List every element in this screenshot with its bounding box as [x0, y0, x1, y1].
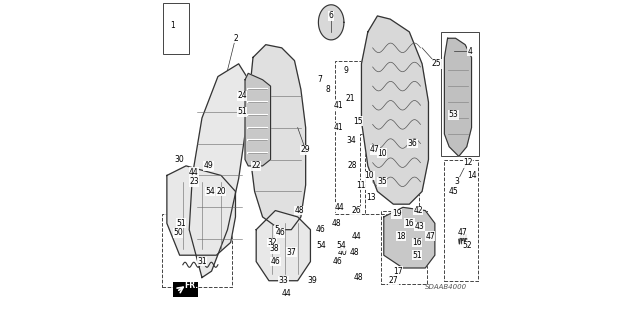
- Text: 51: 51: [237, 107, 246, 116]
- Bar: [162, 214, 232, 287]
- Text: 50: 50: [173, 228, 183, 237]
- Text: 48: 48: [294, 206, 304, 215]
- Text: 33: 33: [278, 276, 288, 285]
- Text: 5: 5: [275, 225, 280, 234]
- Text: 28: 28: [347, 161, 356, 170]
- Text: 35: 35: [378, 177, 387, 186]
- Bar: [441, 32, 479, 156]
- Text: 19: 19: [392, 209, 401, 218]
- Bar: [163, 3, 189, 54]
- Text: 44: 44: [352, 232, 362, 241]
- Text: 14: 14: [467, 171, 476, 180]
- Text: 10: 10: [378, 149, 387, 158]
- Text: 44: 44: [189, 168, 199, 177]
- Text: 45: 45: [449, 187, 459, 196]
- Text: 11: 11: [356, 181, 365, 189]
- Text: 48: 48: [332, 219, 342, 228]
- Text: 54: 54: [205, 187, 215, 196]
- Text: 29: 29: [301, 145, 310, 154]
- Text: 37: 37: [287, 248, 296, 256]
- Text: 16: 16: [413, 238, 422, 247]
- Polygon shape: [444, 38, 472, 156]
- Bar: [381, 211, 427, 284]
- Text: 52: 52: [463, 241, 472, 250]
- Text: 18: 18: [397, 232, 406, 241]
- Text: 16: 16: [404, 219, 414, 228]
- Text: 43: 43: [415, 222, 424, 231]
- Text: 26: 26: [352, 206, 362, 215]
- Text: 25: 25: [431, 59, 441, 68]
- Text: 22: 22: [252, 161, 261, 170]
- Text: 17: 17: [394, 267, 403, 276]
- Text: 51: 51: [413, 251, 422, 260]
- Text: 31: 31: [197, 257, 207, 266]
- Text: 38: 38: [270, 244, 280, 253]
- Text: FR.: FR.: [184, 281, 198, 290]
- Polygon shape: [167, 166, 236, 255]
- Polygon shape: [256, 211, 310, 281]
- Polygon shape: [384, 207, 435, 268]
- Text: 9: 9: [343, 66, 348, 75]
- Text: 53: 53: [449, 110, 458, 119]
- Text: 47: 47: [458, 228, 468, 237]
- Bar: [335, 61, 365, 214]
- Text: 34: 34: [346, 136, 356, 145]
- Text: 41: 41: [333, 123, 343, 132]
- Text: 1: 1: [170, 21, 175, 30]
- Text: 51: 51: [177, 219, 186, 228]
- Text: 24: 24: [237, 91, 246, 100]
- Polygon shape: [245, 73, 271, 166]
- Text: 46: 46: [275, 228, 285, 237]
- Bar: [360, 134, 419, 214]
- Polygon shape: [319, 5, 344, 40]
- Polygon shape: [250, 45, 306, 230]
- Text: 48: 48: [349, 248, 359, 256]
- Text: 27: 27: [388, 276, 398, 285]
- Text: 3: 3: [455, 177, 460, 186]
- Text: 41: 41: [333, 101, 343, 110]
- Bar: [444, 160, 478, 281]
- FancyBboxPatch shape: [173, 282, 198, 297]
- Text: 12: 12: [463, 158, 473, 167]
- Text: 4: 4: [467, 47, 472, 56]
- Text: 46: 46: [271, 257, 280, 266]
- Text: 46: 46: [316, 225, 326, 234]
- Text: 44: 44: [282, 289, 291, 298]
- Text: 46: 46: [333, 257, 342, 266]
- Text: 47: 47: [370, 145, 380, 154]
- Text: 36: 36: [408, 139, 417, 148]
- Text: 21: 21: [346, 94, 355, 103]
- Text: 10: 10: [365, 171, 374, 180]
- Text: 40: 40: [338, 248, 348, 256]
- Text: 7: 7: [317, 75, 323, 84]
- Text: 30: 30: [174, 155, 184, 164]
- Text: 6: 6: [329, 11, 333, 20]
- Text: 2: 2: [233, 34, 238, 43]
- Text: 13: 13: [366, 193, 376, 202]
- Text: 32: 32: [268, 238, 277, 247]
- Text: 20: 20: [216, 187, 226, 196]
- Text: SDAAB4000: SDAAB4000: [425, 284, 467, 290]
- Polygon shape: [189, 64, 246, 278]
- Text: 39: 39: [307, 276, 317, 285]
- Text: 44: 44: [334, 203, 344, 212]
- Text: 23: 23: [189, 177, 199, 186]
- Text: 48: 48: [353, 273, 363, 282]
- Text: 8: 8: [326, 85, 330, 94]
- Text: 47: 47: [425, 232, 435, 241]
- Text: 42: 42: [413, 206, 423, 215]
- Text: 54: 54: [336, 241, 346, 250]
- Text: 15: 15: [353, 117, 363, 126]
- Text: 49: 49: [204, 161, 213, 170]
- Text: 54: 54: [317, 241, 326, 250]
- Polygon shape: [362, 16, 428, 204]
